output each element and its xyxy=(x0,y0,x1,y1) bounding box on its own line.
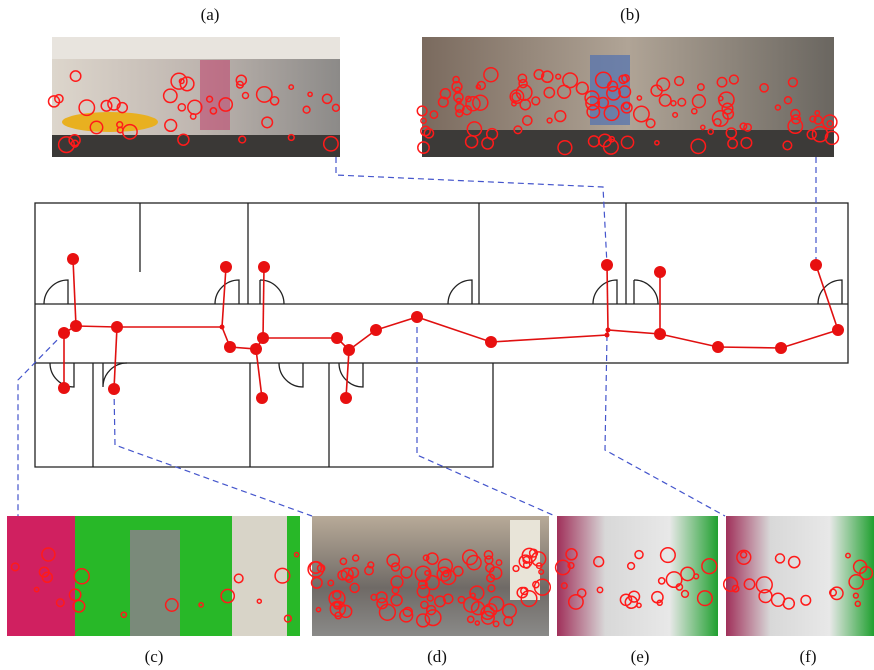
branch-line xyxy=(607,265,608,330)
floor-plan xyxy=(35,203,848,467)
figure: (a) (b) (c) (d) (e) (f) xyxy=(0,0,874,670)
waypoint xyxy=(411,311,423,323)
waypoint xyxy=(712,341,724,353)
waypoint xyxy=(601,259,613,271)
waypoint xyxy=(810,259,822,271)
waypoint xyxy=(343,344,355,356)
branch-line xyxy=(346,350,349,398)
waypoint xyxy=(224,341,236,353)
waypoint xyxy=(58,382,70,394)
caption-d: (d) xyxy=(427,647,447,666)
caption-c: (c) xyxy=(145,647,164,666)
branch-line xyxy=(73,259,76,326)
caption-e: (e) xyxy=(631,647,650,666)
waypoint xyxy=(256,392,268,404)
waypoint xyxy=(258,261,270,273)
waypoint xyxy=(58,327,70,339)
branch-line xyxy=(256,349,262,398)
waypoint xyxy=(654,328,666,340)
trajectory xyxy=(58,253,844,404)
waypoint xyxy=(250,343,262,355)
waypoint xyxy=(220,325,225,330)
branch-line xyxy=(114,327,117,389)
waypoint xyxy=(775,342,787,354)
waypoint xyxy=(257,332,269,344)
waypoint xyxy=(370,324,382,336)
waypoint xyxy=(605,333,610,338)
waypoint xyxy=(832,324,844,336)
branch-line xyxy=(263,267,264,338)
caption-a: (a) xyxy=(201,5,220,24)
waypoint xyxy=(485,336,497,348)
leader-lines xyxy=(18,157,816,516)
photo-c xyxy=(7,516,300,636)
waypoint xyxy=(108,383,120,395)
waypoint xyxy=(606,328,611,333)
waypoint xyxy=(220,261,232,273)
waypoint xyxy=(70,320,82,332)
waypoint xyxy=(331,332,343,344)
waypoint xyxy=(654,266,666,278)
waypoint xyxy=(67,253,79,265)
caption-f: (f) xyxy=(800,647,817,666)
waypoint xyxy=(111,321,123,333)
caption-b: (b) xyxy=(620,5,640,24)
branch-line xyxy=(222,267,226,327)
waypoint xyxy=(340,392,352,404)
photo-a xyxy=(52,37,340,157)
